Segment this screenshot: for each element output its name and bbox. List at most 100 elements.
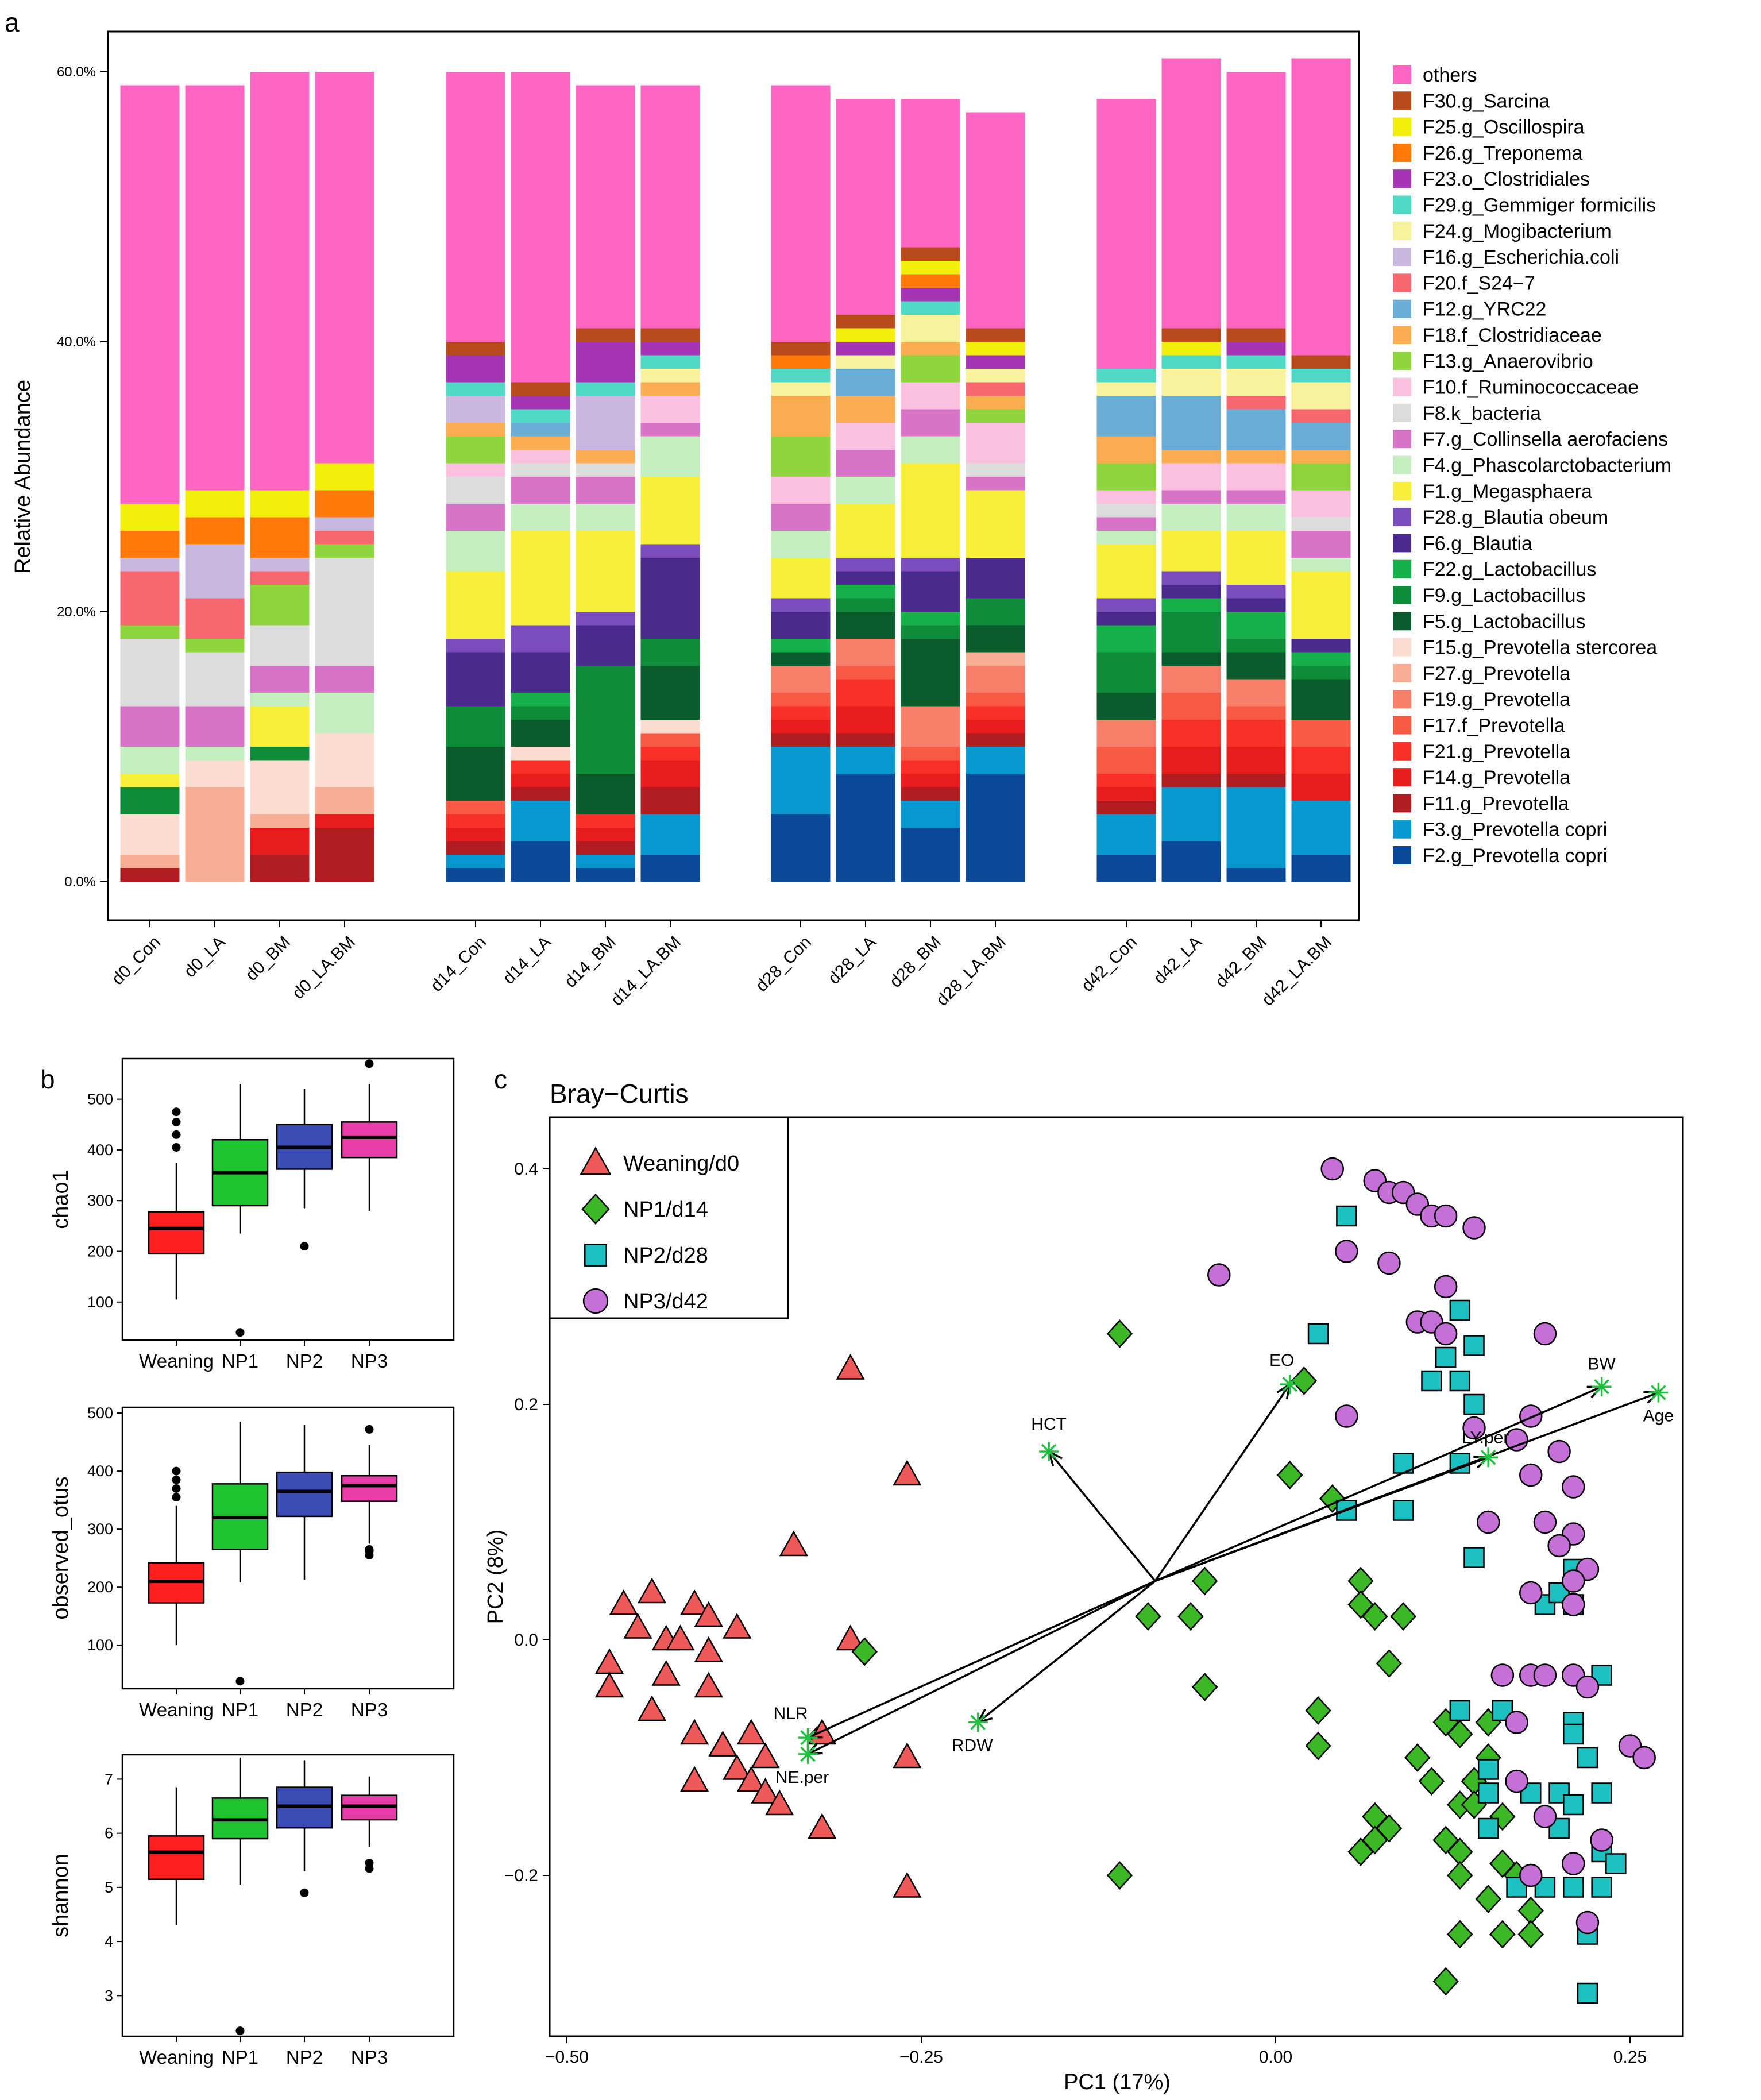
outlier-point bbox=[235, 1328, 245, 1337]
sample-point bbox=[1505, 1711, 1528, 1734]
bar-segment bbox=[966, 112, 1025, 329]
bar-segment bbox=[1226, 598, 1286, 612]
legend-swatch bbox=[1393, 248, 1411, 267]
bar-segment bbox=[446, 396, 505, 423]
bar-segment bbox=[511, 396, 570, 410]
bar-segment bbox=[1096, 787, 1156, 801]
box-NP1 bbox=[211, 1757, 269, 2036]
legend-marker bbox=[582, 1288, 609, 1314]
bar-segment bbox=[185, 747, 245, 761]
bar-d14_LA.BM bbox=[640, 85, 700, 882]
bar-segment bbox=[1161, 504, 1221, 531]
sample-point bbox=[594, 1648, 624, 1674]
bar-segment bbox=[1226, 72, 1286, 329]
bar-segment bbox=[771, 612, 831, 639]
bar-segment bbox=[250, 72, 310, 491]
bar-segment bbox=[1096, 747, 1156, 774]
bar-segment bbox=[315, 531, 374, 545]
bar-segment bbox=[1096, 517, 1156, 531]
sample-point bbox=[637, 1695, 667, 1721]
bar-segment bbox=[446, 652, 505, 707]
boxplot-shannon: 3 4 5 6 7 shannon Weaning NP1 NP2 NP3 bbox=[49, 1754, 455, 2068]
legend-label: F2.g_Prevotella copri bbox=[1423, 845, 1607, 867]
bar-segment bbox=[640, 666, 700, 720]
bar-segment bbox=[446, 342, 505, 356]
sample-point bbox=[1547, 1439, 1571, 1464]
y-tick-label: 400 bbox=[87, 1141, 113, 1159]
vector-arrow bbox=[807, 1580, 1156, 1739]
bar-segment bbox=[771, 720, 831, 734]
bar-segment bbox=[771, 382, 831, 396]
bar-segment bbox=[1096, 382, 1156, 396]
y-tick-label: 6 bbox=[105, 1825, 113, 1842]
bar-d0_BM bbox=[250, 72, 310, 882]
bar-segment bbox=[250, 814, 310, 828]
legend-swatch bbox=[1393, 430, 1411, 449]
sample-point bbox=[679, 1719, 709, 1745]
bar-segment bbox=[1291, 58, 1351, 356]
legend-label: F25.g_Oscillospira bbox=[1423, 117, 1585, 138]
bar-segment bbox=[1291, 463, 1351, 491]
bar-segment bbox=[836, 585, 895, 599]
bar-segment bbox=[446, 814, 505, 828]
bar-segment bbox=[1161, 369, 1221, 396]
bar-segment bbox=[1161, 328, 1221, 342]
bar-segment bbox=[836, 679, 895, 707]
bar-segment bbox=[640, 855, 700, 882]
environmental-vectors: BW Age EO LY.per HCT RDW NLR NE.per bbox=[774, 1351, 1674, 1787]
star-stroke bbox=[800, 1730, 816, 1746]
box-body bbox=[341, 1121, 398, 1159]
bar-segment bbox=[315, 666, 374, 693]
bar-segment bbox=[1226, 342, 1286, 356]
bar-segment bbox=[511, 774, 570, 788]
legend-label: F10.f_Ruminococcaceae bbox=[1423, 377, 1639, 399]
bar-segment bbox=[250, 760, 310, 814]
y-axis-label: Relative Abundance bbox=[11, 380, 35, 574]
y-axis-label: chao1 bbox=[49, 1169, 73, 1229]
bar-segment bbox=[511, 72, 570, 383]
bar-segment bbox=[511, 409, 570, 423]
bar-segment bbox=[120, 774, 180, 788]
bar-segment bbox=[901, 436, 960, 464]
bar-segment bbox=[771, 504, 831, 531]
bar-segment bbox=[1161, 612, 1221, 653]
bar-segment bbox=[966, 396, 1025, 410]
bar-segment bbox=[511, 760, 570, 774]
bar-segment bbox=[1291, 666, 1351, 680]
bar-segment bbox=[901, 355, 960, 383]
bar-segment bbox=[1291, 571, 1351, 639]
bar-segment bbox=[836, 558, 895, 572]
bar-segment bbox=[446, 504, 505, 531]
bar-segment bbox=[250, 747, 310, 761]
legend-label: F4.g_Phascolarctobacterium bbox=[1423, 455, 1671, 477]
sample-point bbox=[1135, 1602, 1161, 1631]
bar-segment bbox=[966, 720, 1025, 734]
outlier-point bbox=[172, 1493, 181, 1502]
bar-segment bbox=[1226, 652, 1286, 680]
sample-point bbox=[1463, 1393, 1485, 1415]
vector-arrow bbox=[1048, 1450, 1156, 1582]
y-tick-label: 5 bbox=[105, 1879, 113, 1896]
bar-segment bbox=[771, 706, 831, 720]
sample-point bbox=[1547, 1534, 1571, 1558]
bar-segment bbox=[511, 423, 570, 437]
sample-point bbox=[1477, 1782, 1499, 1804]
bar-segment bbox=[120, 855, 180, 868]
bar-segment bbox=[1096, 774, 1156, 788]
bar-segment bbox=[576, 828, 635, 841]
bar-segment bbox=[511, 693, 570, 707]
bar-segment bbox=[250, 517, 310, 558]
bar-segment bbox=[576, 814, 635, 828]
vector-endpoint-star bbox=[1280, 1375, 1300, 1395]
sample-point bbox=[893, 1742, 922, 1769]
bar-segment bbox=[1291, 679, 1351, 720]
bar-segment bbox=[576, 328, 635, 342]
plot-frame bbox=[549, 1116, 1684, 2037]
bar-segment bbox=[315, 72, 374, 464]
bar-segment bbox=[1226, 531, 1286, 585]
legend-swatch bbox=[1393, 117, 1411, 136]
bar-d28_LA.BM bbox=[966, 112, 1025, 882]
bar-segment bbox=[901, 747, 960, 761]
sample-point bbox=[751, 1777, 780, 1804]
legend-swatch bbox=[1393, 508, 1411, 527]
